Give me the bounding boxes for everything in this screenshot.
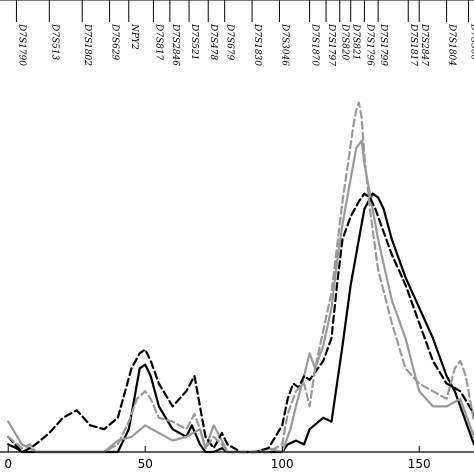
marker-label: D7S629 <box>110 23 120 61</box>
marker-label: D7S3046 <box>279 23 289 66</box>
marker-label: D7S2846 <box>170 23 180 66</box>
marker-label: D7S1799 <box>378 23 388 66</box>
marker-label: D7S817 <box>153 23 163 61</box>
marker-label: D7S500 <box>469 23 474 61</box>
marker-label: D7S1830 <box>252 23 262 66</box>
marker-label: D7S1870 <box>310 23 320 66</box>
series-line-2 <box>7 192 474 454</box>
marker-label: D7S478 <box>208 23 218 61</box>
marker-label: NPY2 <box>129 23 139 50</box>
x-tick-label: 0 <box>4 457 12 471</box>
marker-label: D7S679 <box>225 23 235 61</box>
series-line-3 <box>7 101 474 454</box>
marker-label: D7S521 <box>189 23 199 60</box>
marker-layer: D7S1790 D7S513 D7S1802 D7S629 NPY2 D7S817 D7S2… <box>15 0 474 66</box>
marker-label: D7S1797 <box>326 23 336 66</box>
marker-label: D7S1804 <box>447 23 457 66</box>
marker-label: D7S513 <box>49 23 59 61</box>
marker-label: D7S820 <box>340 23 350 61</box>
x-tick-label: 100 <box>271 457 294 471</box>
x-tick-label: 50 <box>138 457 153 471</box>
marker-label: D7S1790 <box>16 23 26 66</box>
marker-label: D7S1817 <box>408 23 418 66</box>
x-tick-label: 150 <box>408 457 431 471</box>
marker-label: D7S1796 <box>364 23 374 66</box>
marker-label: D7S2847 <box>419 23 429 66</box>
marker-label: D7S1802 <box>82 23 92 66</box>
marker-label: D7S821 <box>351 23 361 60</box>
